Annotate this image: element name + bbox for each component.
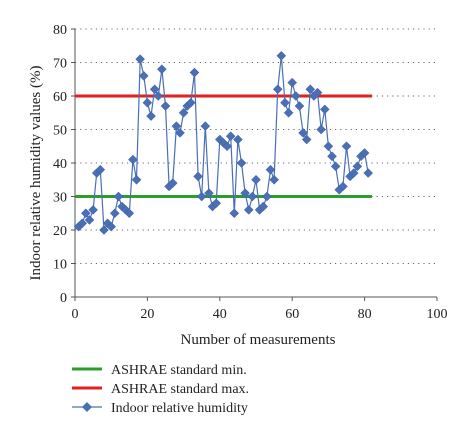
y-tick-label: 30 <box>53 191 67 206</box>
data-point <box>189 67 200 78</box>
data-point <box>330 161 341 172</box>
data-point <box>77 218 88 229</box>
data-series <box>73 50 374 235</box>
data-point <box>265 164 276 175</box>
data-point <box>312 87 323 98</box>
data-point <box>294 101 305 111</box>
data-point <box>276 50 287 61</box>
legend-item-ashrae-max: ASHRAE standard max. <box>72 382 249 397</box>
legend-label: ASHRAE standard min. <box>111 363 247 378</box>
data-point <box>196 191 207 202</box>
y-tick-label: 20 <box>53 224 67 239</box>
y-axis: 0 10 20 30 40 50 60 70 80 <box>53 23 75 306</box>
data-point <box>131 174 142 185</box>
data-point <box>229 208 240 219</box>
data-point <box>106 221 117 232</box>
x-axis: 0 20 40 60 80 100 <box>72 297 448 322</box>
y-axis-title: Indoor relative humidity values (%) <box>28 66 44 281</box>
legend-label: ASHRAE standard max. <box>111 382 249 397</box>
legend-marker <box>82 402 92 412</box>
data-point <box>247 191 258 202</box>
x-tick-label: 100 <box>427 307 448 322</box>
data-point <box>236 158 247 168</box>
data-point <box>84 215 95 225</box>
data-point <box>283 107 294 118</box>
x-axis-title: Number of measurements <box>181 332 336 348</box>
data-point <box>157 64 167 75</box>
data-point <box>222 141 232 152</box>
y-tick-label: 60 <box>53 90 67 105</box>
data-point <box>359 148 370 158</box>
data-point <box>95 164 106 175</box>
data-point <box>167 178 178 188</box>
data-point <box>290 91 301 101</box>
legend-label: Indoor relative humidity <box>111 401 248 416</box>
data-point <box>269 174 279 185</box>
data-point <box>287 77 298 88</box>
data-point <box>109 208 120 219</box>
data-point <box>348 168 359 178</box>
data-point <box>204 188 214 199</box>
gridlines <box>75 28 437 264</box>
data-point <box>352 161 363 172</box>
data-point <box>305 84 316 95</box>
data-point <box>301 134 312 145</box>
x-tick-label: 80 <box>358 307 372 322</box>
data-point <box>323 141 334 152</box>
data-point <box>363 168 374 178</box>
data-point <box>327 151 337 162</box>
data-point <box>338 181 348 192</box>
data-point <box>251 174 261 185</box>
x-tick-label: 20 <box>140 307 154 322</box>
data-point <box>160 101 171 111</box>
data-point <box>171 121 182 132</box>
data-point <box>225 131 236 142</box>
x-tick-label: 60 <box>285 307 299 322</box>
data-point <box>319 104 330 115</box>
x-tick-label: 0 <box>72 307 79 322</box>
data-point <box>128 154 138 165</box>
y-tick-label: 50 <box>53 124 67 139</box>
data-point <box>243 205 254 215</box>
data-point <box>258 201 269 212</box>
data-point <box>341 141 352 152</box>
data-point <box>262 191 272 202</box>
legend-item-ashrae-min: ASHRAE standard min. <box>72 363 247 378</box>
data-point <box>149 84 160 95</box>
data-point <box>81 208 91 219</box>
data-point <box>211 198 222 209</box>
data-point <box>88 205 98 215</box>
data-point <box>280 97 290 108</box>
data-point <box>272 84 283 95</box>
data-point <box>193 171 203 182</box>
y-tick-label: 40 <box>53 157 67 172</box>
data-point <box>240 188 250 199</box>
data-point <box>185 97 196 108</box>
data-point <box>142 97 153 108</box>
y-tick-label: 70 <box>53 57 67 72</box>
y-tick-label: 10 <box>53 258 67 273</box>
x-tick-label: 40 <box>213 307 227 322</box>
data-point <box>316 124 327 135</box>
data-point <box>99 225 109 235</box>
data-point <box>298 127 308 138</box>
reference-lines <box>75 94 372 198</box>
data-point <box>138 71 149 81</box>
data-point <box>135 54 146 65</box>
data-point <box>146 111 156 121</box>
data-point <box>175 127 185 138</box>
legend: ASHRAE standard min. ASHRAE standard max.… <box>72 363 249 416</box>
data-point <box>233 134 243 145</box>
data-point <box>113 191 124 202</box>
y-tick-label: 0 <box>60 291 67 306</box>
legend-item-indoor-rh: Indoor relative humidity <box>72 401 248 416</box>
y-tick-label: 80 <box>53 23 67 38</box>
data-point <box>178 107 189 118</box>
data-point <box>153 91 164 101</box>
data-point <box>124 208 135 219</box>
data-point <box>200 121 211 132</box>
